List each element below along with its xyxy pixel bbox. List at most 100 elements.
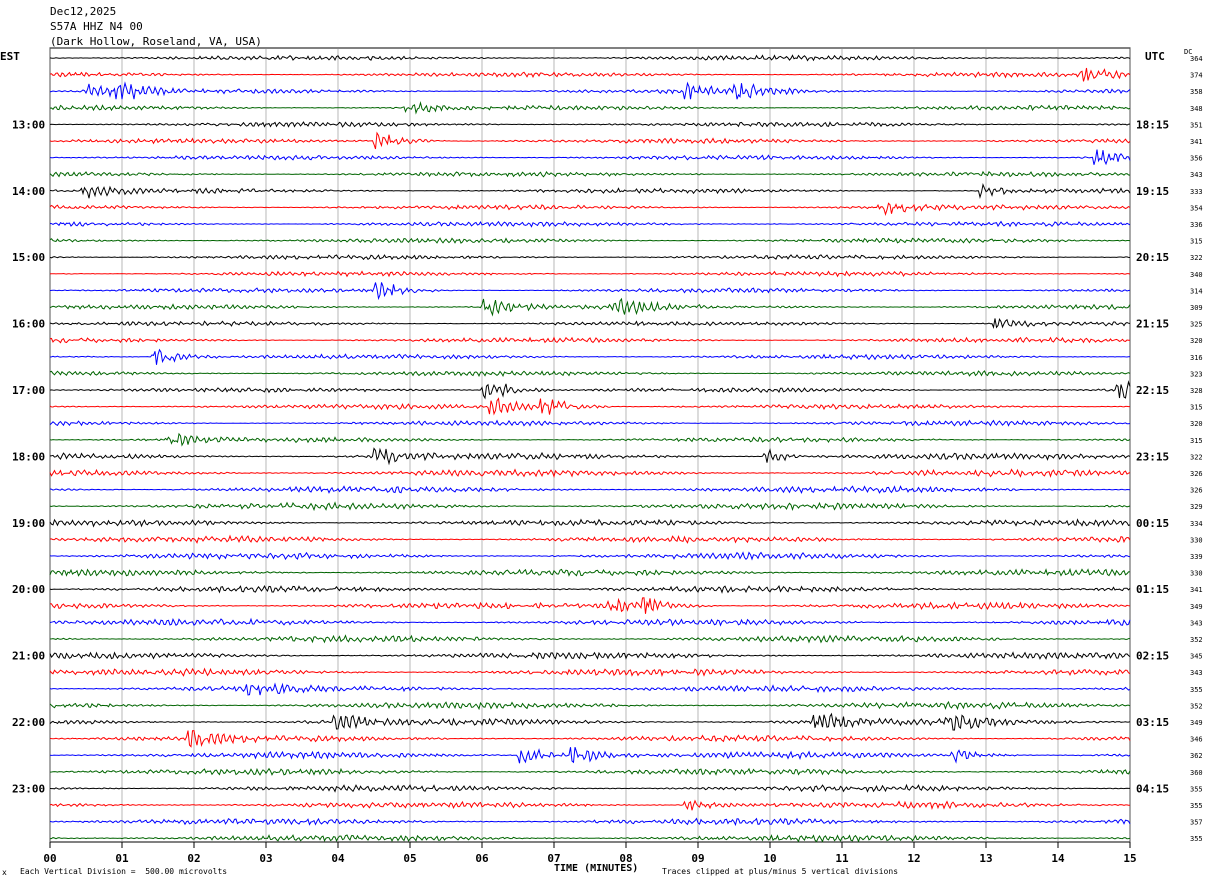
dc-offset-label: 362 <box>1190 752 1203 760</box>
dc-offset-label: 322 <box>1190 254 1203 262</box>
est-hour-label: 14:00 <box>12 185 45 198</box>
dc-offset-label: 315 <box>1190 437 1203 445</box>
dc-offset-label: 355 <box>1190 835 1203 843</box>
dc-offset-label: 364 <box>1190 55 1203 63</box>
trace-row <box>49 834 1131 843</box>
est-hour-label: 20:00 <box>12 583 45 596</box>
utc-hour-label: 03:15 <box>1136 716 1169 729</box>
trace-row <box>49 348 1131 365</box>
dc-offset-label: 341 <box>1190 138 1203 146</box>
dc-offset-label: 374 <box>1190 72 1203 80</box>
utc-hour-label: 04:15 <box>1136 782 1169 795</box>
corner-mark: x <box>2 868 7 877</box>
x-tick-label: 07 <box>547 852 560 865</box>
est-zone-label: EST <box>0 50 20 63</box>
x-axis-title: TIME (MINUTES) <box>554 863 639 874</box>
dc-offset-label: 357 <box>1190 819 1203 827</box>
x-tick-label: 10 <box>763 852 776 865</box>
x-tick-label: 04 <box>331 852 345 865</box>
est-hour-label: 13:00 <box>12 118 45 131</box>
dc-offset-label: 330 <box>1190 570 1203 578</box>
trace-row <box>49 730 1131 748</box>
trace-row <box>49 432 1131 447</box>
trace-row <box>49 220 1131 228</box>
est-hour-label: 18:00 <box>12 450 45 463</box>
dc-offset-label: 349 <box>1190 603 1203 611</box>
dc-offset-label: 315 <box>1190 238 1203 246</box>
trace-row <box>49 149 1131 166</box>
trace-row <box>49 270 1131 278</box>
trace-row <box>49 468 1131 479</box>
trace-row <box>49 817 1131 827</box>
est-hour-label: 23:00 <box>12 782 45 795</box>
dc-offset-label: 320 <box>1190 337 1203 345</box>
trace-row <box>49 336 1131 344</box>
dc-offset-label: 323 <box>1190 370 1203 378</box>
dc-offset-label: 354 <box>1190 204 1203 212</box>
trace-row <box>49 447 1131 466</box>
dc-offset-label: 348 <box>1190 105 1203 113</box>
trace-row <box>49 597 1131 614</box>
dc-offset-label: 352 <box>1190 702 1203 710</box>
dc-offset-label: 314 <box>1190 287 1203 295</box>
utc-zone-label: UTC <box>1145 50 1165 63</box>
dc-offset-label: 349 <box>1190 719 1203 727</box>
utc-hour-label: 01:15 <box>1136 583 1169 596</box>
scale-note: Each Vertical Division = 500.00 microvol… <box>20 867 228 876</box>
trace-row <box>49 182 1131 199</box>
dc-offset-label: 351 <box>1190 121 1203 129</box>
trace-row <box>49 81 1131 100</box>
dc-offset-label: 343 <box>1190 669 1203 677</box>
est-hour-label: 21:00 <box>12 650 45 663</box>
x-tick-label: 09 <box>691 852 704 865</box>
dc-offset-label: 355 <box>1190 785 1203 793</box>
dc-offset-label: 330 <box>1190 536 1203 544</box>
trace-row <box>49 682 1131 696</box>
x-tick-label: 08 <box>619 852 632 865</box>
trace-row <box>49 667 1131 677</box>
trace-row <box>49 551 1131 561</box>
utc-hour-label: 21:15 <box>1136 318 1169 331</box>
dc-offset-label: 343 <box>1190 171 1203 179</box>
dc-offset-label: 340 <box>1190 271 1203 279</box>
est-hour-label: 15:00 <box>12 251 45 264</box>
dc-offset-label: 326 <box>1190 487 1203 495</box>
dc-offset-label: 352 <box>1190 636 1203 644</box>
trace-row <box>49 131 1131 150</box>
utc-hour-label: 22:15 <box>1136 384 1169 397</box>
dc-offset-label: 336 <box>1190 221 1203 229</box>
est-hour-label: 17:00 <box>12 384 45 397</box>
trace-row <box>49 712 1131 731</box>
dc-offset-label: 309 <box>1190 304 1203 312</box>
est-hour-label: 16:00 <box>12 318 45 331</box>
x-tick-label: 11 <box>835 852 849 865</box>
x-tick-label: 03 <box>259 852 272 865</box>
station-label: S57A HHZ N4 00 <box>50 20 143 33</box>
dc-offset-label: 315 <box>1190 404 1203 412</box>
trace-row <box>49 567 1131 577</box>
dc-offset-label: 360 <box>1190 769 1203 777</box>
utc-hour-label: 18:15 <box>1136 118 1169 131</box>
location-label: (Dark Hollow, Roseland, VA, USA) <box>50 35 262 48</box>
trace-row <box>49 282 1131 301</box>
trace-row <box>49 700 1131 711</box>
x-tick-label: 01 <box>115 852 129 865</box>
trace-row <box>49 747 1131 764</box>
trace-row <box>49 501 1131 512</box>
dc-offset-label: 329 <box>1190 503 1203 511</box>
trace-row <box>49 54 1131 62</box>
trace-row <box>49 485 1131 494</box>
dc-offset-label: 345 <box>1190 653 1203 661</box>
utc-hour-label: 20:15 <box>1136 251 1169 264</box>
clip-note: Traces clipped at plus/minus 5 vertical … <box>662 867 899 876</box>
trace-row <box>49 121 1131 128</box>
trace-row <box>49 397 1130 416</box>
dc-offset-label: 341 <box>1190 586 1203 594</box>
dc-offset-label: 346 <box>1190 736 1203 744</box>
dc-offset-label: 322 <box>1190 453 1203 461</box>
trace-row <box>49 170 1131 178</box>
trace-row <box>49 617 1131 627</box>
dc-offset-label: 320 <box>1190 420 1203 428</box>
dc-offset-label: 328 <box>1190 387 1203 395</box>
est-hour-label: 19:00 <box>12 517 45 530</box>
